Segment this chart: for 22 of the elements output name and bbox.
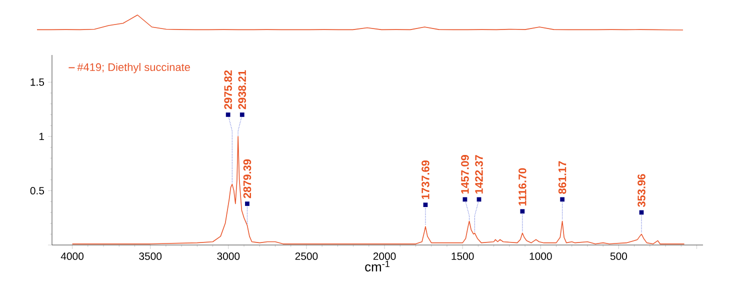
annotation: 2975.82	[224, 70, 232, 110]
annotation: 2938.21	[238, 70, 246, 110]
x-tick-label: 3000	[217, 252, 240, 260]
annotation: 1422.37	[475, 155, 483, 194]
y-tick-label: 1.5	[30, 78, 44, 86]
x-tick-label: 500	[610, 252, 628, 260]
x-axis-title: cm$^{-1}$	[365, 260, 390, 272]
x-tick-label: 1500	[452, 252, 474, 260]
annotation: 861.17	[558, 161, 566, 194]
x-tick-label: 1000	[530, 252, 552, 260]
annotation: 2879.39	[243, 159, 252, 198]
x-tick-label: 4000	[60, 252, 84, 260]
annotation: 1457.09	[461, 155, 469, 194]
x-tick-label: 2500	[295, 252, 318, 260]
x-tick-label: 3500	[139, 252, 162, 260]
y-tick-label: 1	[39, 132, 44, 140]
annotation: 353.96	[638, 174, 646, 207]
annotation: 1737.69	[422, 160, 430, 199]
annotation: 1116.70	[518, 168, 526, 206]
x-tick-label: 2000	[373, 252, 396, 260]
legend-label: #419; Diethyl succinate	[77, 62, 190, 74]
y-tick-label: 0.5	[30, 187, 44, 194]
